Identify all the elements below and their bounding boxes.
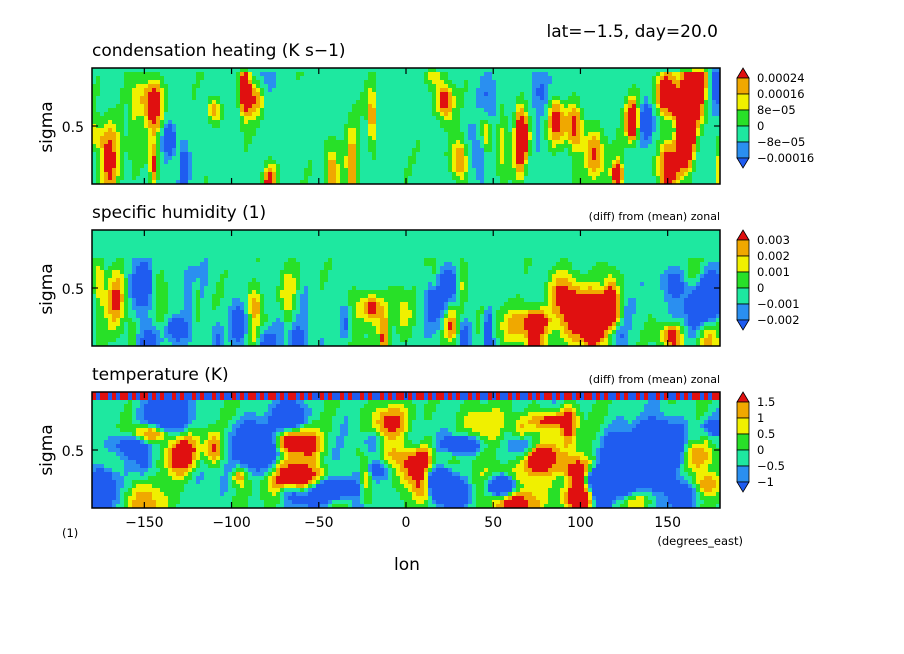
x-tick-labels: −150 −100 −50 0 50 100 150 xyxy=(125,515,681,531)
colorbar-tick-label: 0.00016 xyxy=(757,87,805,101)
x-tick-label: 150 xyxy=(654,515,681,531)
colorbar-tick-label: −0.002 xyxy=(757,313,800,327)
colorbar-cell xyxy=(736,93,750,111)
colorbar-tick-label: 0.00024 xyxy=(757,71,805,85)
colorbar-cell xyxy=(736,77,750,95)
colorbar-cell xyxy=(736,433,750,451)
colorbar-tick-label: −0.00016 xyxy=(757,151,814,165)
panel-temperature: temperature (K) (diff) from (mean) zonal… xyxy=(37,365,785,509)
colorbar-cell xyxy=(736,239,750,257)
x-tick-label: −50 xyxy=(304,515,334,531)
axis-ticks xyxy=(92,68,720,184)
colorbar-cell xyxy=(736,67,750,79)
panel-condensation-heating: condensation heating (K s−1) sigma 0.5 0… xyxy=(37,41,814,185)
colorbar-tick-label: 0 xyxy=(757,281,764,295)
colorbar-cell xyxy=(736,319,750,331)
panel-title: temperature (K) xyxy=(92,365,229,385)
colorbar-tick-label: 0 xyxy=(757,443,764,457)
colorbar-cell xyxy=(736,391,750,403)
colorbar-tick-label: 1 xyxy=(757,411,764,425)
colorbar-cell xyxy=(736,303,750,321)
panel-title: specific humidity (1) xyxy=(92,203,266,223)
colorbar-tick-label: −8e−05 xyxy=(757,135,805,149)
colorbar-tick-label: 1.5 xyxy=(757,395,775,409)
colorbar-tick-label: 0.5 xyxy=(757,427,775,441)
colorbar-tick-label: 0.003 xyxy=(757,233,790,247)
axis-ticks xyxy=(92,230,720,346)
y-axis-label: sigma xyxy=(37,424,57,475)
x-axis-units: (degrees_east) xyxy=(657,534,743,548)
lat-day-label: lat=−1.5, day=20.0 xyxy=(546,22,718,42)
y-axis-label: sigma xyxy=(37,101,57,152)
colorbar-cell xyxy=(736,449,750,467)
x-axis-label: lon xyxy=(394,555,420,575)
colorbar: 0.00024 0.00016 8e−05 0 −8e−05 −0.00016 xyxy=(736,67,814,169)
colorbar-tick-label: −0.001 xyxy=(757,297,800,311)
x-tick-label: −100 xyxy=(212,515,250,531)
x-tick-label: 100 xyxy=(567,515,594,531)
panel-subtitle: (diff) from (mean) zonal xyxy=(589,373,720,386)
heatmap-field xyxy=(92,392,721,509)
colorbar-tick-label: 8e−05 xyxy=(757,103,796,117)
heatmap-field xyxy=(92,68,721,185)
colorbar-cell xyxy=(736,255,750,273)
colorbar-tick-label: −0.5 xyxy=(757,459,785,473)
corner-note: (1) xyxy=(62,526,78,540)
colorbar-cell xyxy=(736,229,750,241)
y-tick-label: 0.5 xyxy=(62,120,84,136)
colorbar-cell xyxy=(736,157,750,169)
panel-subtitle: (diff) from (mean) zonal xyxy=(589,210,720,223)
colorbar-tick-label: 0.002 xyxy=(757,249,790,263)
colorbar-cell xyxy=(736,481,750,493)
colorbar-cell xyxy=(736,401,750,419)
y-tick-label: 0.5 xyxy=(62,444,84,460)
panel-specific-humidity: specific humidity (1) (diff) from (mean)… xyxy=(37,203,800,347)
panel-title: condensation heating (K s−1) xyxy=(92,41,346,61)
colorbar-cell xyxy=(736,141,750,159)
colorbar-tick-label: 0.001 xyxy=(757,265,790,279)
y-tick-label: 0.5 xyxy=(62,282,84,298)
colorbar-cell xyxy=(736,109,750,127)
colorbar: 1.5 1 0.5 0 −0.5 −1 xyxy=(736,391,785,493)
colorbar-cell xyxy=(736,287,750,305)
colorbar-tick-label: 0 xyxy=(757,119,764,133)
axis-ticks xyxy=(92,392,720,508)
y-axis-label: sigma xyxy=(37,263,57,314)
x-tick-label: 0 xyxy=(402,515,411,531)
colorbar: 0.003 0.002 0.001 0 −0.001 −0.002 xyxy=(736,229,800,331)
colorbar-cell xyxy=(736,271,750,289)
colorbar-cell xyxy=(736,125,750,143)
x-tick-label: 50 xyxy=(484,515,502,531)
colorbar-cell xyxy=(736,417,750,435)
x-tick-label: −150 xyxy=(125,515,163,531)
heatmap-field xyxy=(92,230,721,347)
colorbar-cell xyxy=(736,465,750,483)
colorbar-tick-label: −1 xyxy=(757,475,774,489)
